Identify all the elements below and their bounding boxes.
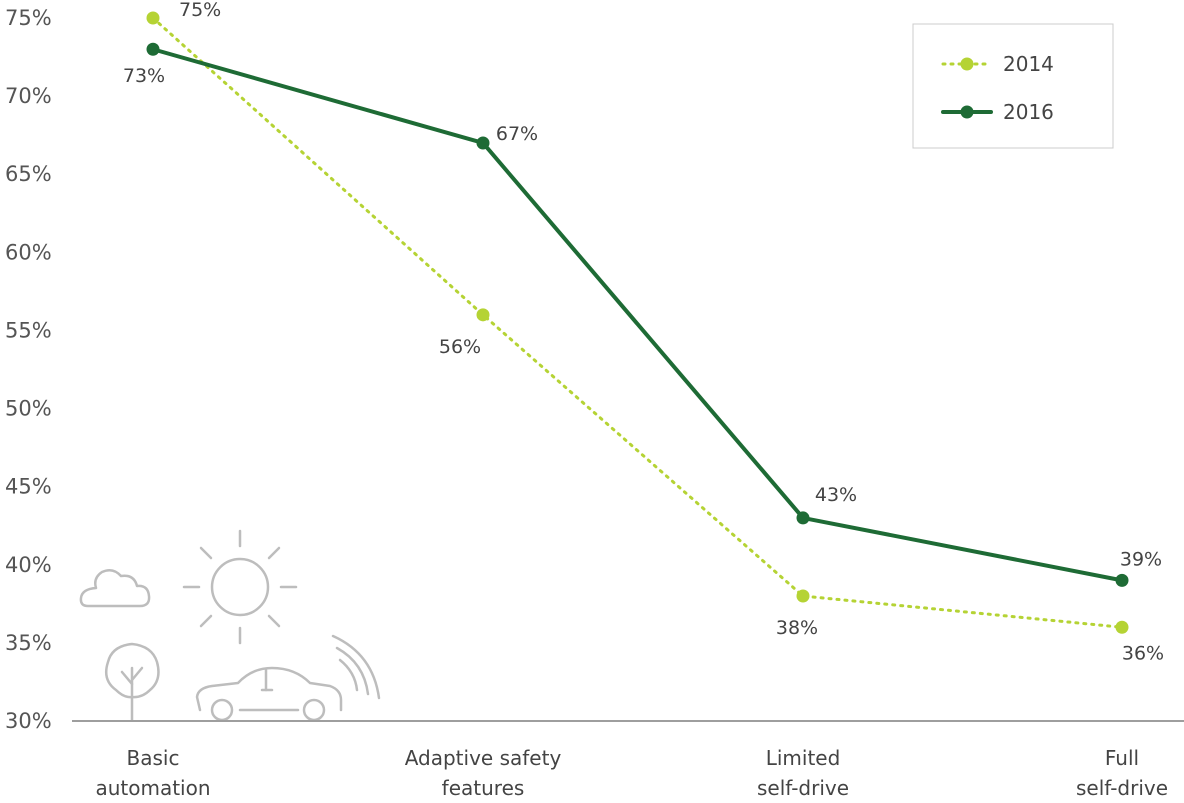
series-2014: 75% 56% 38% 36%	[146, 0, 1164, 664]
y-tick-label: 30%	[5, 709, 52, 733]
data-label: 43%	[815, 484, 857, 506]
data-point	[1115, 620, 1129, 634]
y-tick-label: 35%	[5, 631, 52, 655]
legend-label: 2014	[1003, 52, 1054, 76]
data-point	[796, 589, 810, 603]
data-label: 73%	[123, 65, 165, 87]
legend-box	[912, 23, 1114, 149]
sun-icon	[182, 529, 298, 645]
series-2016: 73% 67% 43% 39%	[123, 42, 1162, 587]
data-label: 39%	[1120, 548, 1162, 570]
series-layer: 75% 56% 38% 36% 73% 67% 43% 39%	[123, 0, 1164, 664]
x-category-label-line: Full	[1105, 746, 1139, 770]
signal-waves-icon	[331, 634, 381, 700]
x-category-label: Adaptive safety features	[405, 746, 562, 800]
data-label: 36%	[1122, 642, 1164, 664]
x-category-label: Limited self-drive	[757, 746, 849, 800]
data-label: 38%	[776, 617, 818, 639]
data-point	[476, 308, 490, 322]
y-tick-label: 65%	[5, 162, 52, 186]
data-label: 56%	[439, 336, 481, 358]
y-tick-label: 70%	[5, 84, 52, 108]
legend: 2014 2016	[912, 23, 1114, 149]
series-line	[152, 47, 1123, 583]
legend-swatch-marker	[960, 105, 974, 119]
x-category-label-line: Adaptive safety	[405, 746, 562, 770]
y-tick-label: 45%	[5, 475, 52, 499]
car-icon	[195, 666, 343, 722]
legend-swatch-marker	[960, 57, 974, 71]
x-category-label-line: Basic	[127, 746, 180, 770]
x-category-label: Full self-drive	[1076, 746, 1168, 800]
x-category-label-line: features	[442, 776, 525, 800]
x-category-label-line: automation	[95, 776, 210, 800]
data-point	[796, 511, 810, 525]
y-tick-label: 55%	[5, 318, 52, 342]
legend-item-2016: 2016	[941, 100, 1054, 124]
data-point	[146, 42, 160, 56]
legend-item-2014: 2014	[941, 52, 1054, 76]
tree-icon	[105, 642, 160, 722]
x-category-label-line: self-drive	[757, 776, 849, 800]
series-line	[151, 16, 1124, 629]
data-point	[1115, 573, 1129, 587]
x-category-label-line: Limited	[766, 746, 841, 770]
x-category-label: Basic automation	[95, 746, 210, 800]
y-tick-label: 60%	[5, 240, 52, 264]
data-point	[146, 11, 160, 25]
y-tick-label: 75%	[5, 6, 52, 30]
y-axis: 30% 35% 40% 45% 50% 55% 60% 65% 70% 75%	[5, 6, 52, 733]
y-tick-label: 50%	[5, 397, 52, 421]
x-axis: Basic automation Adaptive safety features Li…	[95, 746, 1168, 800]
data-label: 75%	[179, 0, 221, 21]
data-point	[476, 136, 490, 150]
cloud-icon	[79, 568, 151, 608]
illustration	[79, 529, 381, 722]
x-category-label-line: self-drive	[1076, 776, 1168, 800]
y-tick-label: 40%	[5, 553, 52, 577]
legend-label: 2016	[1003, 100, 1054, 124]
data-label: 67%	[496, 123, 538, 145]
